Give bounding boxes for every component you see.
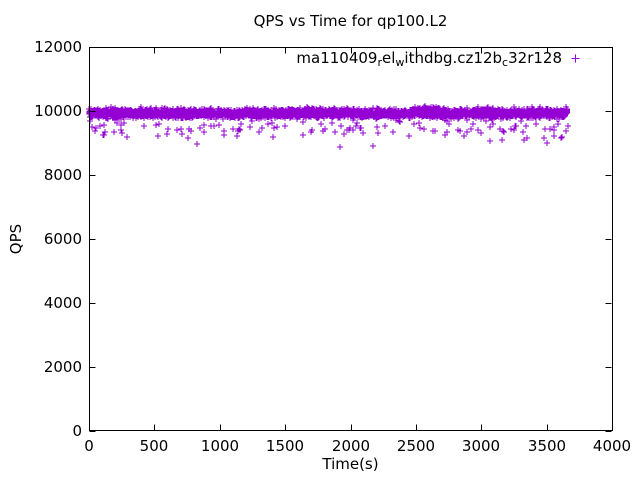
x-tick-label: 1000 — [200, 437, 240, 455]
x-tick-label: 1500 — [265, 437, 305, 455]
legend-text-segment: w — [395, 56, 405, 69]
x-tick-label: 0 — [84, 437, 94, 455]
legend-text-segment: ma110409 — [296, 49, 378, 67]
scatter-series — [86, 103, 571, 150]
plot-box — [89, 47, 613, 431]
legend-series-label: ma110409relwithdbg.cz12bc32r128 — [296, 49, 562, 69]
x-tick-label: 500 — [139, 437, 169, 455]
legend-text-segment: 32r128 — [508, 49, 562, 67]
axis-ticks — [89, 47, 613, 432]
legend: ma110409relwithdbg.cz12bc32r128 — [296, 49, 581, 69]
y-tick-label: 0 — [72, 422, 82, 440]
x-tick-label: 3500 — [527, 437, 567, 455]
x-tick-label: 3000 — [461, 437, 501, 455]
y-tick-label: 2000 — [43, 358, 82, 376]
x-tick-label: 2500 — [396, 437, 436, 455]
y-tick-label: 10000 — [34, 102, 82, 120]
legend-text-segment: r — [377, 56, 383, 69]
x-axis-label: Time(s) — [322, 455, 379, 473]
x-tick-label: 2000 — [331, 437, 371, 455]
y-tick-label: 8000 — [43, 166, 82, 184]
x-tick-label: 4000 — [592, 437, 632, 455]
legend-text-segment: c — [502, 56, 509, 69]
legend-text-segment: el — [382, 49, 396, 67]
y-tick-label: 12000 — [34, 38, 82, 56]
y-tick-label: 4000 — [43, 294, 82, 312]
y-tick-label: 6000 — [43, 230, 82, 248]
legend-text-segment: ithdbg.cz12b — [404, 49, 503, 67]
legend-plus-marker-icon — [571, 54, 580, 62]
chart-title: QPS vs Time for qp100.L2 — [253, 12, 448, 30]
